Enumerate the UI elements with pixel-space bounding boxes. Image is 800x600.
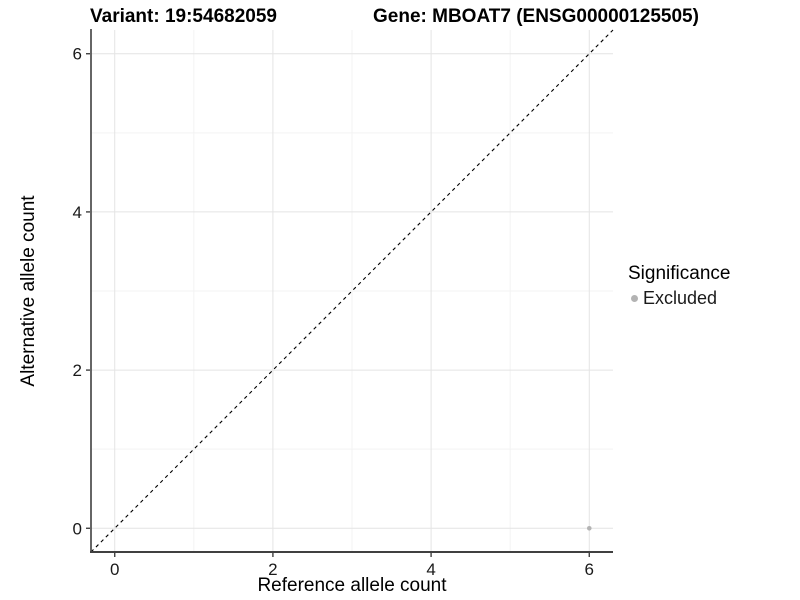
- legend-item-excluded: Excluded: [628, 288, 730, 309]
- y-tick-label: 4: [73, 203, 82, 222]
- x-axis-title: Reference allele count: [257, 575, 447, 596]
- plot-title-gene: Gene: MBOAT7 (ENSG00000125505): [373, 6, 699, 27]
- legend-key-dot: [631, 295, 638, 302]
- x-tick-label: 0: [110, 560, 119, 579]
- legend-item-label: Excluded: [643, 288, 718, 308]
- x-tick-label: 4: [426, 560, 435, 579]
- y-tick-label: 6: [73, 45, 82, 64]
- plot-title-variant: Variant: 19:54682059: [90, 6, 277, 27]
- data-point: [586, 525, 592, 531]
- x-tick-label: 2: [268, 560, 277, 579]
- y-tick-label: 2: [73, 361, 82, 380]
- y-axis-title: Alternative allele count: [18, 195, 39, 387]
- legend: Significance Excluded: [628, 263, 730, 309]
- y-tick-label: 0: [73, 519, 82, 538]
- legend-title: Significance: [628, 263, 731, 284]
- x-tick-label: 6: [585, 560, 594, 579]
